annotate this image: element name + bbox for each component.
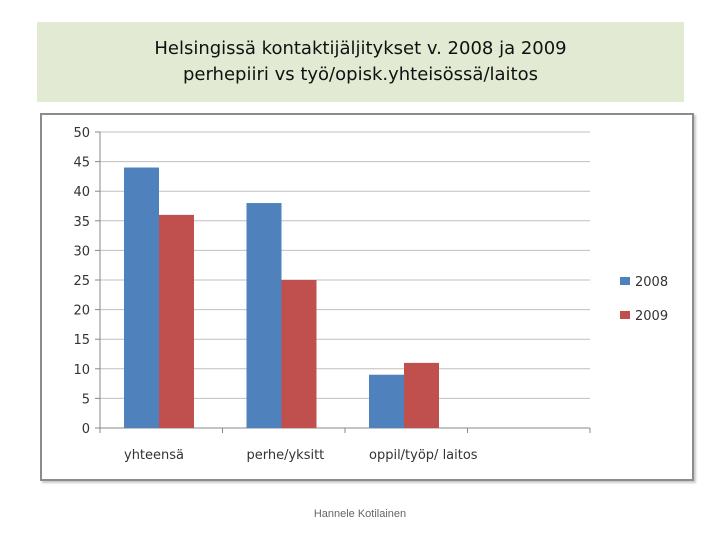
y-tick-label-0: 0 <box>82 422 90 437</box>
bar-2009-2 <box>404 362 439 428</box>
bar-2009-0 <box>159 214 194 428</box>
slide-title-line-1: Helsingissä kontaktijäljitykset v. 2008 … <box>154 38 567 59</box>
x-tick-label-1: perhe/yksitt <box>247 448 325 463</box>
slide-title-box: Helsingissä kontaktijäljitykset v. 2008 … <box>37 22 684 102</box>
y-tick-label-8: 40 <box>73 185 90 200</box>
bars <box>124 167 439 428</box>
y-tick-label-7: 35 <box>73 215 90 230</box>
bar-2008-0 <box>124 167 159 428</box>
y-tick-label-1: 5 <box>82 392 90 407</box>
bar-2008-2 <box>369 374 404 428</box>
legend-swatch-2008 <box>620 277 630 285</box>
y-tick-label-10: 50 <box>73 126 90 141</box>
legend: 2008 2009 <box>620 275 668 324</box>
tick-labels: 0 5 10 15 20 25 30 35 40 45 50 yhteensä perhe/yksitt… <box>73 126 477 463</box>
x-tick-label-0: yhteensä <box>124 448 184 463</box>
legend-label-2009: 2009 <box>635 309 668 324</box>
chart-frame: 0 5 10 15 20 25 30 35 40 45 50 yhteensä perhe/yksitt… <box>40 113 694 481</box>
legend-label-2008: 2008 <box>635 275 668 290</box>
bar-chart: 0 5 10 15 20 25 30 35 40 45 50 yhteensä perhe/yksitt… <box>73 126 668 463</box>
axes <box>95 131 591 433</box>
y-tick-label-5: 25 <box>73 274 90 289</box>
legend-swatch-2009 <box>620 311 630 319</box>
bar-2008-1 <box>246 203 282 428</box>
y-tick-label-2: 10 <box>73 363 90 378</box>
slide-footer: Hannele Kotilainen <box>313 508 407 520</box>
x-tick-label-2: oppil/työp/ laitos <box>369 448 478 463</box>
y-tick-label-4: 20 <box>73 304 90 319</box>
slide-title-line-2: perhepiiri vs työ/opisk.yhteisössä/laito… <box>182 64 539 85</box>
y-tick-label-3: 15 <box>73 333 90 348</box>
y-tick-label-6: 30 <box>73 244 90 259</box>
y-tick-label-9: 45 <box>73 156 90 171</box>
bar-2009-1 <box>281 280 317 428</box>
